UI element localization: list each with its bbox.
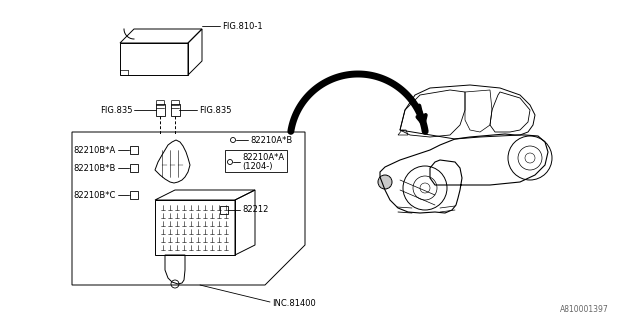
Text: FIG.810-1: FIG.810-1 — [222, 21, 262, 30]
Bar — [171, 104, 180, 116]
Text: INC.81400: INC.81400 — [272, 300, 316, 308]
Bar — [156, 104, 165, 116]
Bar — [130, 164, 138, 172]
Bar — [220, 206, 228, 214]
Text: A810001397: A810001397 — [560, 306, 609, 315]
Bar — [130, 191, 138, 199]
Text: FIG.835: FIG.835 — [199, 106, 232, 115]
Text: 82210B*B: 82210B*B — [74, 164, 116, 172]
Text: 82210B*C: 82210B*C — [74, 190, 116, 199]
Bar — [225, 150, 287, 172]
Text: 82210B*A: 82210B*A — [74, 146, 116, 155]
Text: 82212: 82212 — [242, 205, 268, 214]
Text: (1204-): (1204-) — [242, 162, 273, 171]
Text: 82210A*A: 82210A*A — [242, 153, 284, 162]
Text: FIG.835: FIG.835 — [100, 106, 133, 115]
Text: 82210A*B: 82210A*B — [250, 135, 292, 145]
Bar — [130, 146, 138, 154]
